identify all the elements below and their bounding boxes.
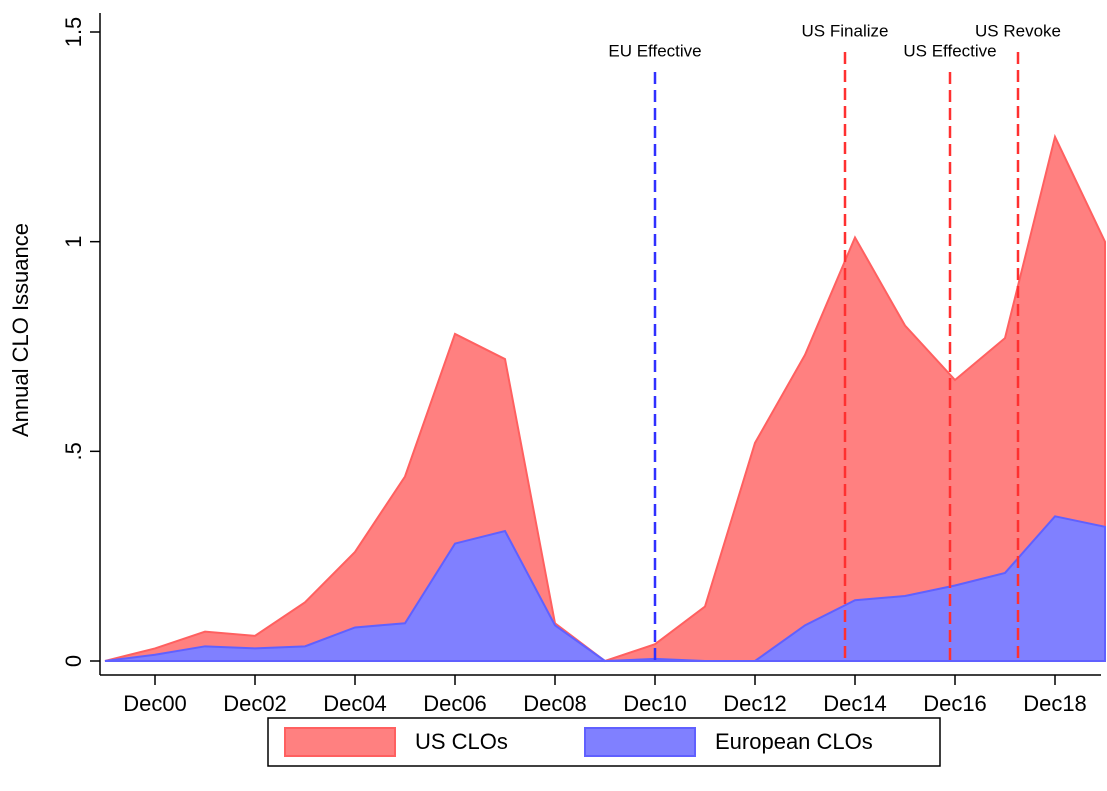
x-tick-label: Dec00 <box>123 691 187 716</box>
y-tick-label: 0 <box>61 655 86 667</box>
x-tick-label: Dec08 <box>523 691 587 716</box>
x-tick-label: Dec04 <box>323 691 387 716</box>
event-label: US Finalize <box>802 21 889 40</box>
y-axis-title: Annual CLO Issuance <box>8 223 33 437</box>
legend-label: US CLOs <box>415 729 508 754</box>
legend-label: European CLOs <box>715 729 873 754</box>
x-tick-label: Dec14 <box>823 691 887 716</box>
event-label: EU Effective <box>608 41 701 60</box>
area <box>104 133 1106 663</box>
x-tick-label: Dec16 <box>923 691 987 716</box>
x-tick-label: Dec10 <box>623 691 687 716</box>
y-tick-label: 1 <box>61 236 86 248</box>
x-tick-label: Dec18 <box>1023 691 1087 716</box>
x-tick-label: Dec12 <box>723 691 787 716</box>
y-tick-label: 1.5 <box>61 17 86 48</box>
legend-swatch <box>584 727 696 757</box>
event-label: US Effective <box>903 41 996 60</box>
y-tick-label: .5 <box>61 442 86 460</box>
legend-swatch <box>284 727 396 757</box>
event-label: US Revoke <box>975 21 1061 40</box>
x-tick-label: Dec02 <box>223 691 287 716</box>
x-tick-label: Dec06 <box>423 691 487 716</box>
